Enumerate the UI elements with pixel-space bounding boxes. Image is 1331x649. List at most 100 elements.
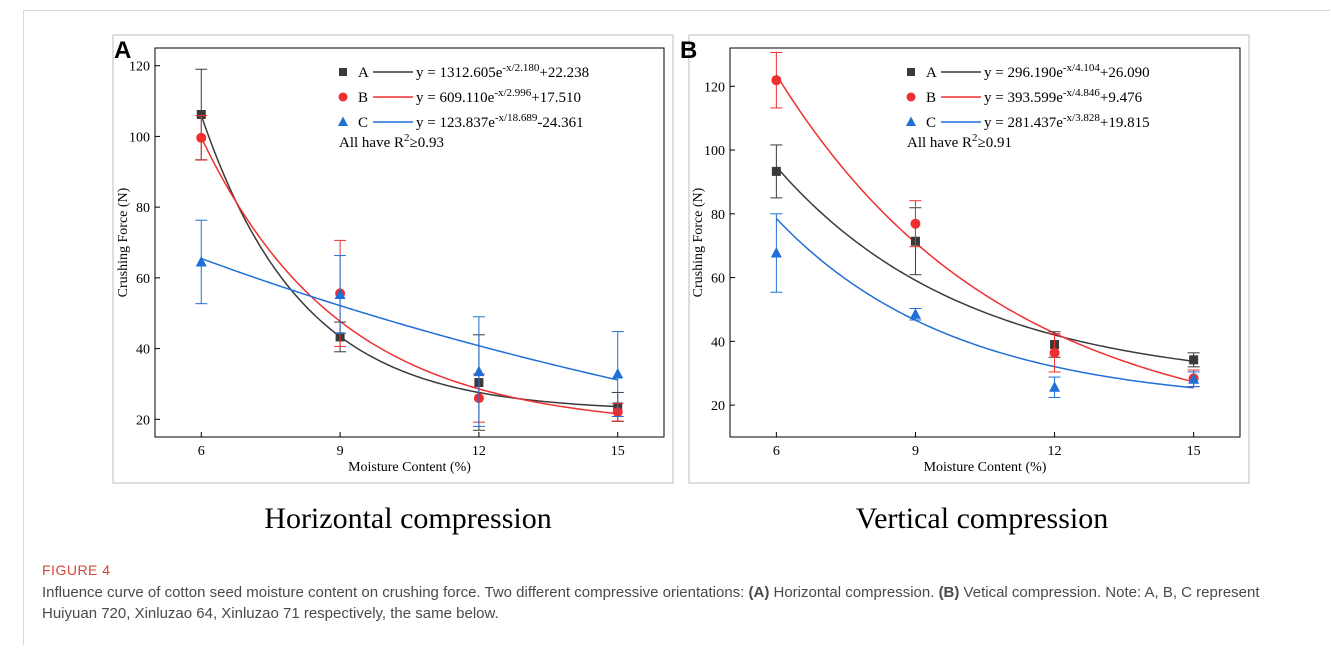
caption-part: Influence curve of cotton seed moisture … xyxy=(42,584,749,601)
data-point-c xyxy=(612,368,624,379)
y-tick-label: 40 xyxy=(136,343,150,358)
fit-curve-b xyxy=(775,74,1194,383)
x-axis-label: Moisture Content (%) xyxy=(924,460,1047,475)
equation-exponent: -x/4.846 xyxy=(1063,87,1100,99)
y-tick-label: 80 xyxy=(136,201,150,216)
legend-equation: y = 1312.605e-x/2.180+22.238 xyxy=(416,62,589,81)
x-tick-label: 6 xyxy=(198,444,205,459)
y-tick-label: 40 xyxy=(711,335,725,350)
equation-tail: +17.510 xyxy=(531,90,581,106)
data-point-c xyxy=(1188,373,1200,384)
figure-label: FIGURE 4 xyxy=(42,562,111,578)
legend-marker xyxy=(906,116,916,126)
data-point-b xyxy=(196,132,207,143)
y-axis-label: Crushing Force (N) xyxy=(116,187,131,297)
data-point-b xyxy=(1049,347,1060,358)
equation-base: y = 281.437e xyxy=(984,115,1063,131)
x-tick-label: 12 xyxy=(472,444,486,459)
y-tick-label: 80 xyxy=(711,208,725,223)
x-tick-label: 9 xyxy=(912,444,919,459)
note-base: All have R xyxy=(907,135,972,151)
panel-title: Horizontal compression xyxy=(264,502,551,535)
y-axis-label: Crushing Force (N) xyxy=(691,187,706,297)
data-point-a xyxy=(771,166,781,176)
legend-name: B xyxy=(926,90,936,106)
equation-exponent: -x/2.180 xyxy=(502,62,539,74)
data-point-a xyxy=(196,109,206,119)
caption-part: (A) xyxy=(748,584,770,601)
equation-base: y = 1312.605e xyxy=(416,65,503,81)
data-point-a xyxy=(1189,355,1199,365)
equation-base: y = 296.190e xyxy=(984,65,1063,81)
data-point-b xyxy=(910,218,921,229)
y-tick-label: 60 xyxy=(136,272,150,287)
legend-marker xyxy=(338,92,348,102)
equation-tail: -24.361 xyxy=(537,115,583,131)
legend-name: A xyxy=(926,65,937,81)
note-tail: ≥0.93 xyxy=(410,135,444,151)
x-tick-label: 15 xyxy=(611,444,625,459)
x-tick-label: 12 xyxy=(1048,444,1062,459)
legend-name: A xyxy=(358,65,369,81)
data-point-b xyxy=(771,75,782,86)
x-tick-label: 15 xyxy=(1187,444,1201,459)
note-tail: ≥0.91 xyxy=(978,135,1012,151)
plot-area xyxy=(729,47,1241,438)
caption-part: Horizontal compression. xyxy=(769,584,939,601)
x-tick-label: 9 xyxy=(337,444,344,459)
caption-part: Vetical compression. Note: A, B, C repre… xyxy=(42,584,1260,622)
equation-tail: +26.090 xyxy=(1100,65,1150,81)
chart-panel-a: A 20 40 60 80 100 120 6 9 12 15 Moisture Content (%… xyxy=(112,34,674,535)
chart-panel-b: B 20 40 60 80 100 120 6 9 12 15 Moisture Content (%… xyxy=(680,34,1250,535)
fit-curve-c xyxy=(775,218,1194,389)
figure-charts: A 20 40 60 80 100 120 6 9 12 15 Moisture Content (%… xyxy=(112,34,1250,535)
legend-equation: y = 281.437e-x/3.828+19.815 xyxy=(984,112,1150,131)
legend-name: B xyxy=(358,90,368,106)
legend-equation: y = 609.110e-x/2.996+17.510 xyxy=(416,87,581,106)
legend-marker xyxy=(338,116,348,126)
panel-letter: B xyxy=(680,37,697,64)
data-point-c xyxy=(909,308,921,319)
legend-equation: y = 393.599e-x/4.846+9.476 xyxy=(984,87,1143,106)
figure-caption: Influence curve of cotton seed moisture … xyxy=(42,582,1312,624)
equation-exponent: -x/2.996 xyxy=(494,87,531,99)
legend-name: C xyxy=(926,115,936,131)
y-tick-label: 120 xyxy=(129,60,150,75)
legend-equation: y = 123.837e-x/18.689-24.361 xyxy=(416,112,584,131)
equation-tail: +19.815 xyxy=(1100,115,1150,131)
equation-base: y = 123.837e xyxy=(416,115,495,131)
panel-title: Vertical compression xyxy=(856,502,1108,535)
fit-curve-c xyxy=(201,257,618,381)
figure-border-top xyxy=(23,10,1330,11)
panel-letter: A xyxy=(114,37,131,64)
equation-tail: +22.238 xyxy=(539,65,589,81)
note-superscript: 2 xyxy=(404,132,410,144)
data-point-c xyxy=(1049,381,1061,392)
legend-name: C xyxy=(358,115,368,131)
legend-marker xyxy=(906,92,916,102)
plot-area xyxy=(154,47,665,438)
x-axis-label: Moisture Content (%) xyxy=(348,460,471,475)
caption-part: (B) xyxy=(938,584,960,601)
equation-exponent: -x/3.828 xyxy=(1063,112,1100,124)
data-point-c xyxy=(334,288,346,299)
y-tick-label: 60 xyxy=(711,272,725,287)
note-superscript: 2 xyxy=(972,132,978,144)
y-tick-label: 120 xyxy=(704,80,725,95)
equation-exponent: -x/18.689 xyxy=(495,112,538,124)
fit-curve-a xyxy=(775,166,1194,363)
data-point-c xyxy=(195,255,207,267)
legend-marker xyxy=(907,68,915,76)
panel-frame xyxy=(112,34,674,484)
r-squared-note: All have R2≥0.91 xyxy=(907,132,1012,151)
equation-base: y = 393.599e xyxy=(984,90,1063,106)
data-point-c xyxy=(770,247,782,258)
y-tick-label: 100 xyxy=(704,144,725,159)
note-base: All have R xyxy=(339,135,404,151)
equation-tail: +9.476 xyxy=(1100,90,1143,106)
panel-frame xyxy=(688,34,1250,484)
figure-border-left xyxy=(23,10,24,645)
fit-curve-a xyxy=(200,115,618,408)
y-tick-label: 20 xyxy=(711,399,725,414)
equation-exponent: -x/4.104 xyxy=(1063,62,1100,74)
